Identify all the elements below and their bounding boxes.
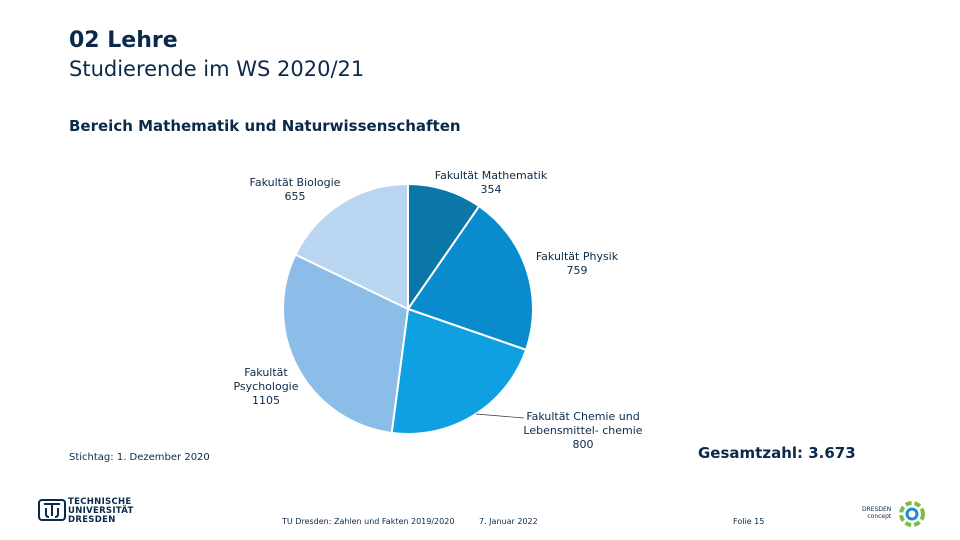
reference-date: Stichtag: 1. Dezember 2020	[69, 452, 210, 463]
tu-dresden-logo-icon	[38, 499, 66, 521]
pie-slice-0	[407, 182, 481, 313]
slice-label-4: Fakultät Biologie 655	[250, 176, 341, 203]
pie-slice-3	[282, 253, 410, 435]
pie-slice-4	[294, 182, 409, 311]
chart-subtitle: Bereich Mathematik und Naturwissenschaft…	[69, 117, 461, 135]
dresden-concept-logo-icon	[899, 501, 925, 527]
pie-slice-2	[390, 307, 528, 435]
leader-line-chemie	[475, 413, 525, 419]
footer-source: TU Dresden: Zahlen und Fakten 2019/2020	[282, 517, 455, 526]
tu-dresden-wordmark: TECHNISCHE UNIVERSITÄT DRESDEN	[68, 497, 134, 525]
total-count: Gesamtzahl: 3.673	[698, 444, 856, 462]
slice-label-1: Fakultät Physik 759	[536, 250, 619, 277]
section-title: 02 Lehre	[69, 28, 178, 53]
slice-label-2: Fakultät Chemie und Lebensmittel- chemie 8…	[523, 410, 642, 451]
slice-label-3: Fakultät Psychologie 1105	[233, 366, 298, 407]
pie-slice-1	[406, 204, 534, 352]
slice-label-0: Fakultät Mathematik 354	[435, 169, 548, 196]
slide-number: Folie 15	[733, 517, 765, 526]
page-title: Studierende im WS 2020/21	[69, 57, 365, 81]
footer-date: 7. Januar 2022	[479, 517, 538, 526]
dresden-concept-wordmark: DRESDEN concept	[862, 506, 892, 520]
